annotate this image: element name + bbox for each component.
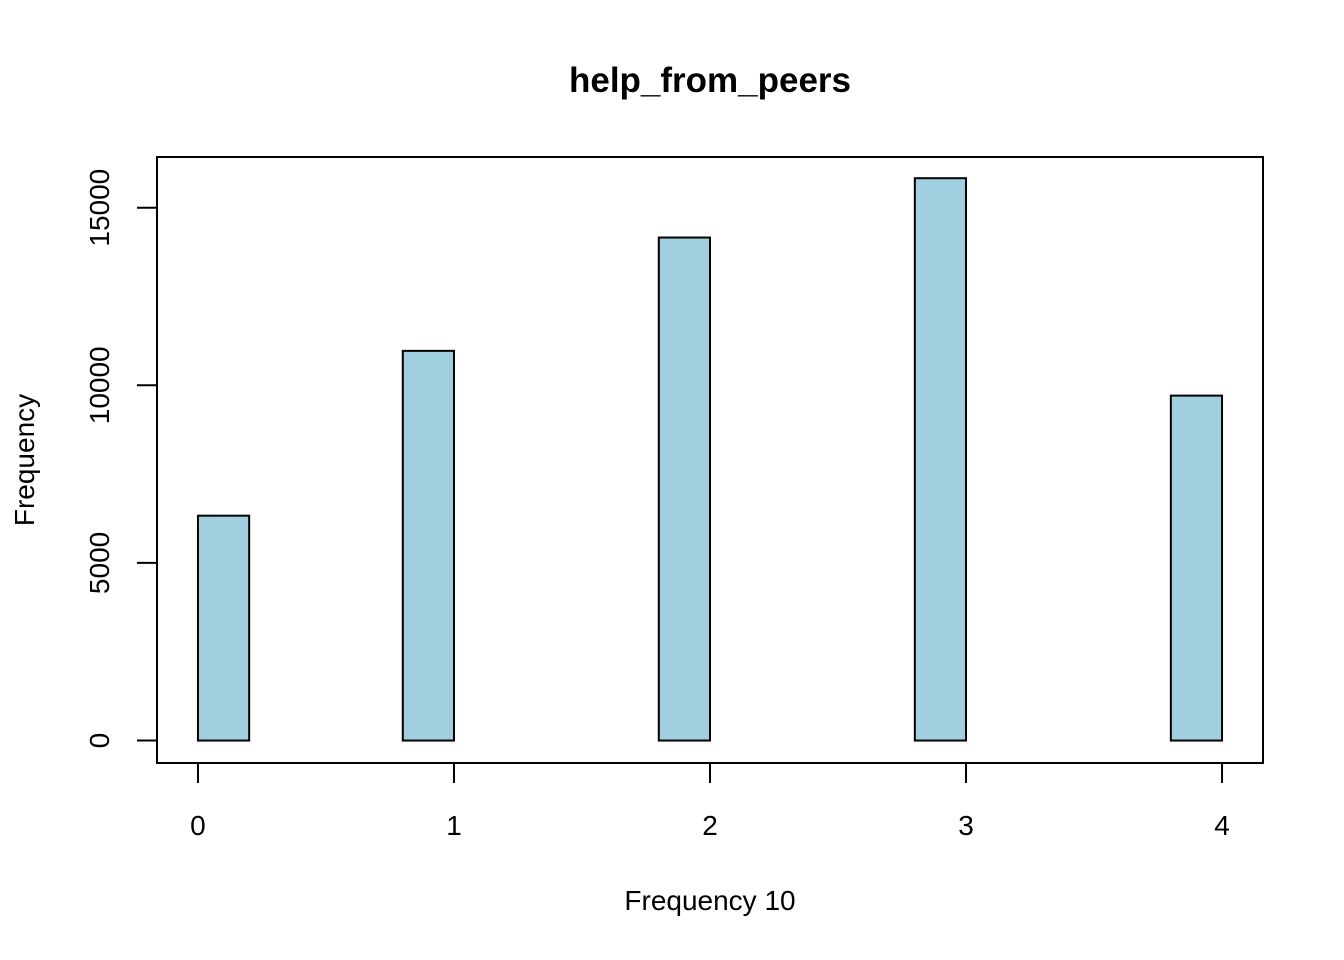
y-tick-label: 15000 <box>84 169 115 247</box>
x-tick-label: 4 <box>1214 810 1230 841</box>
bar-4 <box>401 349 455 742</box>
x-tick-label: 3 <box>958 810 974 841</box>
y-axis-label: Frequency <box>9 394 40 526</box>
x-tick-label: 2 <box>702 810 718 841</box>
y-tick-label: 10000 <box>84 346 115 424</box>
chart-title: help_from_peers <box>569 61 851 100</box>
x-axis-label: Frequency 10 <box>624 885 795 916</box>
x-tick-label: 1 <box>446 810 462 841</box>
bar-14 <box>913 177 968 742</box>
y-tick-label: 5000 <box>84 532 115 594</box>
x-axis: 0 1 2 3 4 <box>190 762 1230 841</box>
bar-19 <box>1169 394 1224 742</box>
bar-0 <box>196 514 251 742</box>
y-axis: 0 5000 10000 15000 <box>84 169 158 749</box>
y-tick-label: 0 <box>84 733 115 749</box>
x-tick-label: 0 <box>190 810 206 841</box>
bar-9 <box>657 236 712 742</box>
bars-group <box>196 177 1224 742</box>
